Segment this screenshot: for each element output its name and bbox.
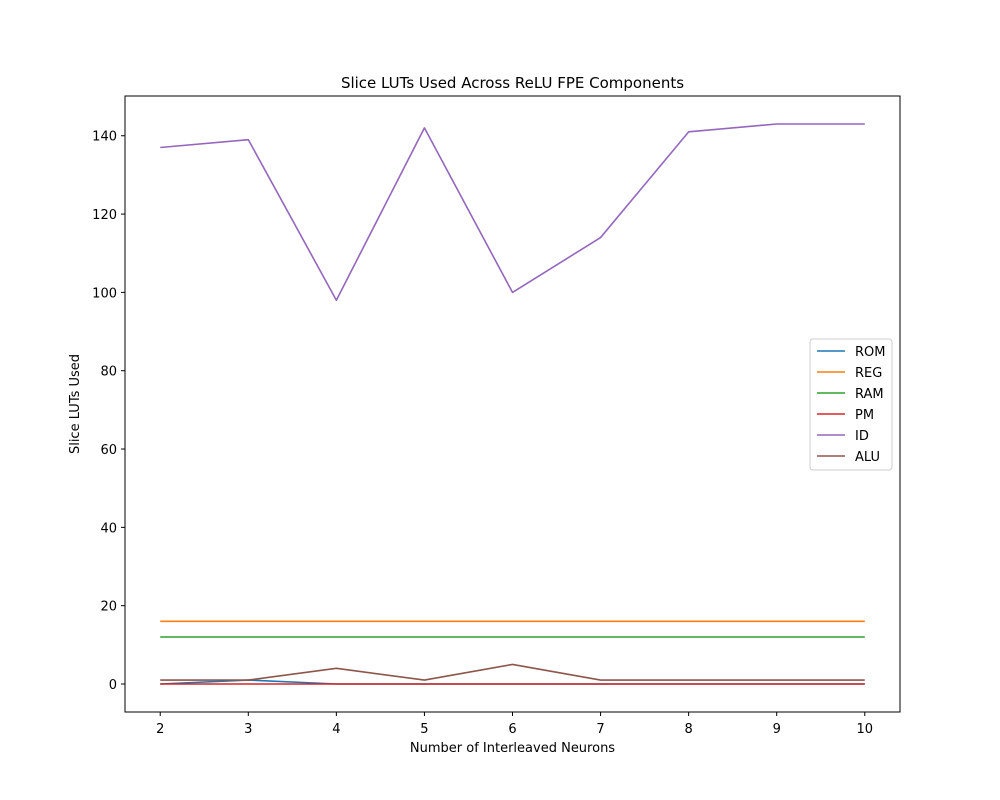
x-axis-label: Number of Interleaved Neurons <box>410 741 615 756</box>
y-axis: 0 20 40 60 80 100 120 140 <box>92 130 125 693</box>
x-tick-label: 2 <box>156 722 164 737</box>
x-tick-label: 5 <box>420 722 428 737</box>
x-tick-label: 9 <box>773 722 781 737</box>
x-tick-label: 8 <box>684 722 692 737</box>
y-tick-label: 80 <box>100 365 117 380</box>
y-tick-label: 40 <box>100 521 117 536</box>
x-tick-label: 3 <box>244 722 252 737</box>
x-tick-label: 6 <box>508 722 516 737</box>
chart-title: Slice LUTs Used Across ReLU FPE Componen… <box>341 74 684 92</box>
legend-label-id: ID <box>855 429 869 444</box>
x-axis: 2 3 4 5 6 7 8 9 10 <box>156 712 873 737</box>
y-tick-label: 120 <box>92 208 117 223</box>
plot-area <box>124 95 901 713</box>
legend: ROM REG RAM PM ID ALU <box>809 338 893 471</box>
y-tick-label: 0 <box>109 678 117 693</box>
y-axis-label: Slice LUTs Used <box>68 354 83 454</box>
y-tick-label: 60 <box>100 443 117 458</box>
axes-frame <box>124 95 901 713</box>
series-line-id <box>160 123 865 302</box>
legend-label-pm: PM <box>855 408 874 423</box>
legend-label-reg: REG <box>855 366 882 381</box>
series-lines <box>160 123 865 685</box>
legend-label-ram: RAM <box>855 387 884 402</box>
legend-label-alu: ALU <box>855 450 880 465</box>
legend-label-rom: ROM <box>855 345 885 360</box>
y-tick-label: 20 <box>100 600 117 615</box>
y-tick-label: 100 <box>92 286 117 301</box>
series-line-alu <box>160 663 865 681</box>
y-tick-label: 140 <box>92 130 117 145</box>
x-tick-label: 4 <box>332 722 340 737</box>
x-tick-label: 7 <box>596 722 604 737</box>
x-tick-label: 10 <box>856 722 873 737</box>
